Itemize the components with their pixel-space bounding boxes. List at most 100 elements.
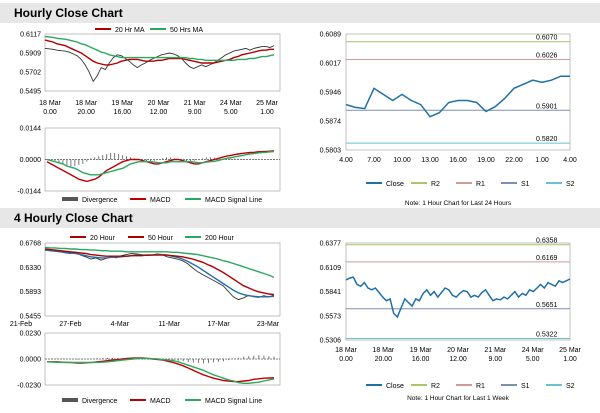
hourly-macd-y-tick-1: 0.0000 — [20, 157, 42, 164]
four-hourly-close-level-r2-label: 0.6358 — [536, 238, 558, 245]
four-hourly-close-x-tick-time-5: 5.00 — [526, 356, 540, 363]
four-hourly-macd-signal-line — [46, 357, 275, 384]
four-hourly-close-level-s2-label: 0.5322 — [536, 332, 558, 339]
hourly-close-x-tick-2: 10.00 — [393, 157, 411, 164]
hourly-close-level-s1-label: 0.5901 — [536, 103, 558, 110]
four-hourly-close-y-tick-4: 0.5306 — [320, 338, 342, 345]
four-hourly-ma-200hour-line — [44, 246, 275, 279]
hourly-ma-frame — [44, 33, 281, 92]
four-hourly-close-x-tick-time-2: 16.00 — [412, 356, 430, 363]
four-hourly-macd-y-tick-0: 0.0230 — [20, 331, 42, 338]
hourly-close-x-tick-1: 7.00 — [367, 157, 381, 164]
four-hourly-close-level-s1-label: 0.5651 — [536, 302, 558, 309]
four-hourly-ma-x-tick-1: 27-Feb — [59, 321, 81, 328]
hourly-close-level-r2-label: 0.6070 — [536, 35, 558, 42]
hourly-close-legend-close-label: Close — [386, 181, 404, 188]
four-hourly-macd-y-tick-2: -0.0230 — [17, 383, 41, 390]
hourly-close-legend-r1-label: R1 — [476, 181, 485, 188]
hourly-ma-x-tick-date-5: 24 Mar — [220, 100, 242, 107]
hourly-close-x-tick-8: 4.00 — [563, 157, 577, 164]
hourly-ma-x-tick-time-0: 0.00 — [43, 109, 57, 116]
hourly-close-y-tick-1: 0.6017 — [320, 61, 342, 68]
four-hourly-ma-legend-20hour-label: 20 Hour — [90, 235, 116, 242]
hourly-ma-y-tick-0: 0.6117 — [20, 32, 41, 39]
four-hourly-close-x-tick-time-6: 1.00 — [563, 356, 577, 363]
four-hourly-close-y-tick-2: 0.5841 — [320, 289, 342, 296]
four-hourly-close-legend-s2-label: S2 — [566, 383, 575, 390]
hourly-ma-legend-50hr-label: 50 Hrs MA — [170, 27, 203, 34]
hourly-macd-legend-divergence-label: Divergence — [82, 197, 118, 204]
hourly-ma-x-tick-date-6: 25 Mar — [256, 100, 278, 107]
four-hourly-macd-y-tick-1: 0.0000 — [20, 357, 42, 364]
hourly-close-frame — [345, 33, 571, 151]
hourly-close-x-tick-7: 1.00 — [535, 157, 549, 164]
hourly-close-close-line — [345, 75, 570, 118]
four-hourly-close-x-tick-date-2: 19 Mar — [410, 347, 432, 354]
four-hourly-close-x-tick-time-0: 0.00 — [339, 356, 353, 363]
hourly-ma-50hr-line — [44, 35, 275, 61]
hourly-close-x-tick-6: 22.00 — [505, 157, 523, 164]
hourly-ma-x-tick-time-6: 1.00 — [260, 109, 274, 116]
hourly-ma-legend-20hr-label: 20 Hr MA — [115, 27, 145, 34]
four-hourly-section-title: 4 Hourly Close Chart — [0, 208, 600, 228]
hourly-ma-y-tick-2: 0.5702 — [20, 70, 42, 77]
four-hourly-close-x-tick-date-6: 25 Mar — [559, 347, 581, 354]
hourly-close-x-tick-3: 13.00 — [421, 157, 439, 164]
four-hourly-ma-x-tick-3: 11-Mar — [158, 321, 180, 328]
hourly-macd-legend-macd-label: MACD — [150, 197, 171, 204]
hourly-macd-legend-divergence-swatch — [62, 197, 78, 201]
hourly-close-y-tick-3: 0.5874 — [320, 119, 342, 126]
hourly-ma-x-tick-date-4: 21 Mar — [184, 100, 206, 107]
hourly-macd-y-tick-2: -0.0144 — [17, 189, 41, 196]
hourly-macd-y-tick-0: 0.0144 — [20, 126, 42, 133]
hourly-macd-signal-line — [46, 150, 275, 176]
hourly-ma-x-tick-time-3: 12.00 — [150, 109, 168, 116]
hourly-ma-y-tick-3: 0.5495 — [20, 89, 42, 96]
four-hourly-ma-y-tick-0: 0.6768 — [20, 241, 42, 248]
four-hourly-macd-line — [47, 357, 275, 383]
four-hourly-ma-20hour-line — [44, 249, 275, 298]
four-hourly-close-legend-r2-label: R2 — [431, 383, 440, 390]
four-hourly-ma-price-line — [44, 249, 275, 301]
four-hourly-close-x-tick-date-0: 18 Mar — [335, 347, 357, 354]
hourly-ma-20hr-line — [44, 39, 274, 66]
four-hourly-close-note: Note: 1 Hour Chart for Last 1 Week — [407, 395, 510, 402]
four-hourly-macd-legend-divergence-label: Divergence — [82, 398, 118, 405]
four-hourly-close-legend-s1-label: S1 — [521, 383, 530, 390]
four-hourly-close-y-tick-0: 0.6377 — [320, 241, 342, 248]
hourly-close-y-tick-2: 0.5946 — [320, 90, 342, 97]
hourly-close-x-tick-0: 4.00 — [339, 157, 353, 164]
four-hourly-close-x-tick-time-4: 9.00 — [489, 356, 503, 363]
four-hourly-macd-legend-signal-label: MACD Signal Line — [205, 398, 262, 405]
hourly-ma-x-tick-time-1: 20.00 — [77, 109, 95, 116]
four-hourly-ma-x-tick-4: 17-Mar — [208, 321, 231, 328]
hourly-close-level-s2-label: 0.5820 — [536, 136, 558, 143]
four-hourly-close-x-tick-date-5: 24 Mar — [522, 347, 544, 354]
hourly-close-legend-r2-label: R2 — [431, 181, 440, 188]
hourly-ma-x-tick-time-4: 9.00 — [188, 109, 202, 116]
hourly-close-y-tick-0: 0.6089 — [320, 32, 342, 39]
four-hourly-ma-y-tick-1: 0.6330 — [20, 265, 42, 272]
hourly-ma-price-line — [44, 45, 275, 83]
hourly-close-y-tick-4: 0.5803 — [320, 148, 342, 155]
four-hourly-close-legend-r1-label: R1 — [476, 383, 485, 390]
four-hourly-close-x-tick-date-1: 18 Mar — [372, 347, 394, 354]
hourly-ma-x-tick-date-0: 18 Mar — [39, 100, 61, 107]
four-hourly-ma-50hour-line — [44, 248, 275, 296]
four-hourly-close-x-tick-time-3: 12.00 — [449, 356, 467, 363]
four-hourly-close-close-line — [345, 276, 571, 319]
four-hourly-close-x-tick-date-4: 21 Mar — [484, 347, 506, 354]
hourly-close-x-tick-4: 16.00 — [449, 157, 467, 164]
four-hourly-close-legend-close-label: Close — [386, 383, 404, 390]
four-hourly-ma-frame — [44, 242, 281, 317]
hourly-ma-x-tick-time-5: 5.00 — [224, 109, 238, 116]
hourly-macd-legend-signal-label: MACD Signal Line — [205, 197, 262, 204]
hourly-ma-x-tick-time-2: 16.00 — [114, 109, 132, 116]
hourly-ma-x-tick-date-3: 20 Mar — [148, 100, 170, 107]
four-hourly-ma-y-tick-2: 0.5893 — [20, 289, 42, 296]
hourly-close-legend-s1-label: S1 — [521, 181, 530, 188]
hourly-close-legend-s2-label: S2 — [566, 181, 575, 188]
four-hourly-close-y-tick-1: 0.6109 — [320, 265, 342, 272]
four-hourly-close-frame — [345, 242, 571, 341]
